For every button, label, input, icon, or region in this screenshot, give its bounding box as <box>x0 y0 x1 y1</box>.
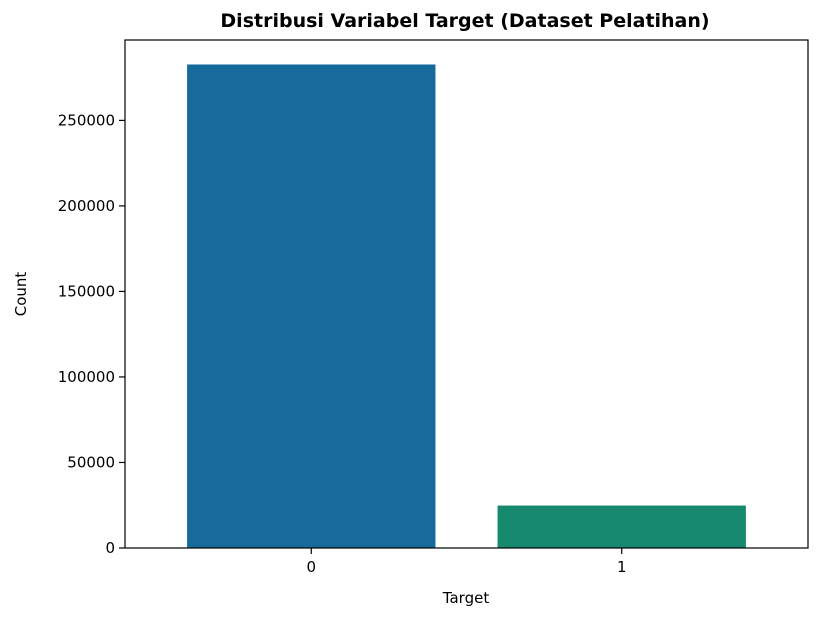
y-tick-label-100000: 100000 <box>58 368 115 386</box>
plot-frame <box>124 39 809 549</box>
bar-0 <box>187 64 436 548</box>
chart-title: Distribusi Variabel Target (Dataset Pela… <box>220 10 709 32</box>
y-axis: 0 50000 100000 150000 200000 250000 <box>58 111 125 557</box>
y-tick-label-200000: 200000 <box>58 197 115 215</box>
y-tick-label-0: 0 <box>105 539 115 557</box>
x-tick-label-1: 1 <box>617 558 627 576</box>
y-tick-label-50000: 50000 <box>67 453 115 471</box>
x-tick-label-0: 0 <box>306 558 316 576</box>
x-axis-label: Target <box>442 589 490 607</box>
bar-1 <box>497 505 746 548</box>
bars-group <box>187 64 746 548</box>
y-tick-label-250000: 250000 <box>58 111 115 129</box>
y-tick-label-150000: 150000 <box>58 282 115 300</box>
y-axis-label: Count <box>12 272 30 317</box>
